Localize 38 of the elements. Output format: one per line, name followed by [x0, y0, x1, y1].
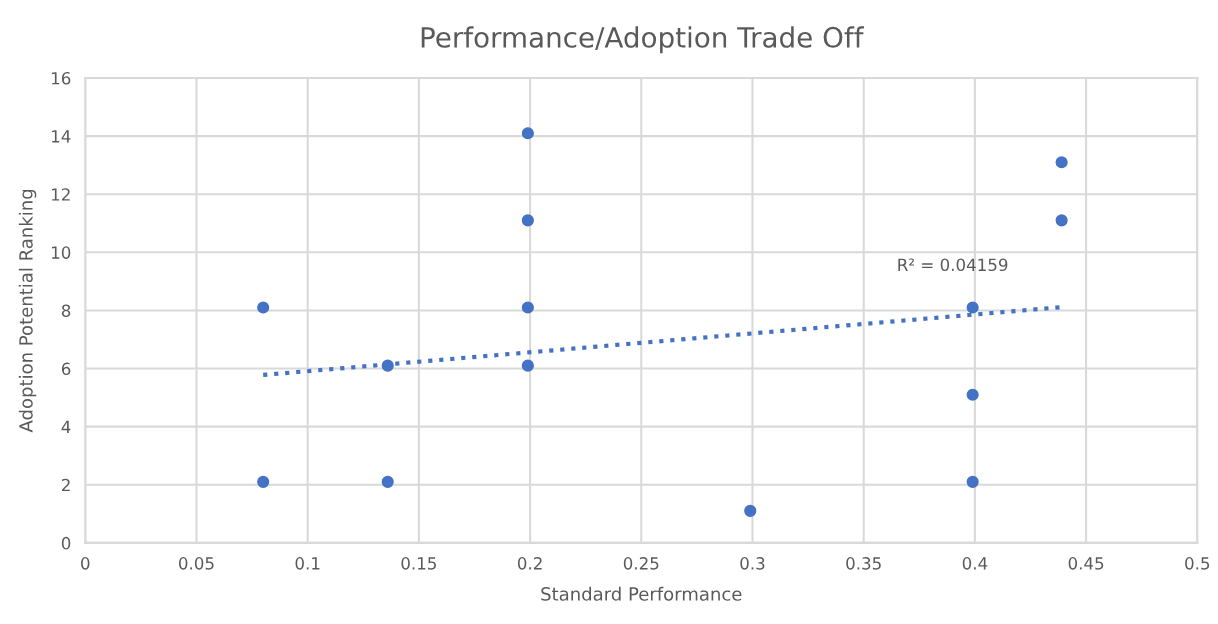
- x-tick-label: 0.1: [295, 557, 320, 570]
- point: [381, 359, 394, 372]
- chart-title: Performance/Adoption Trade Off: [421, 26, 865, 54]
- point: [1055, 156, 1068, 169]
- x-axis-title: Standard Performance: [541, 586, 742, 601]
- y-tick-label: 12: [51, 188, 70, 201]
- y-tick-label: 14: [51, 130, 71, 143]
- point: [966, 388, 979, 401]
- y-tick-label: 10: [51, 246, 71, 259]
- y-tick-label: 16: [51, 71, 71, 85]
- y-axis-title: Adoption Potential Ranking: [18, 189, 37, 433]
- point: [257, 475, 270, 488]
- y-tick-label: 6: [61, 362, 71, 376]
- x-tick-label: 0.45: [1068, 557, 1104, 570]
- x-tick-label: 0.35: [846, 557, 881, 570]
- x-tick-label: 0.25: [623, 557, 659, 570]
- y-tick-label: 0: [61, 536, 71, 550]
- point: [521, 359, 534, 372]
- y-tick-label: 2: [61, 478, 70, 492]
- point: [521, 127, 534, 140]
- point: [966, 301, 979, 314]
- point: [257, 301, 270, 314]
- y-tick-label: 4: [61, 420, 71, 433]
- point: [1055, 214, 1068, 227]
- point: [966, 475, 979, 488]
- annotation: R² = 0.04159: [898, 258, 1008, 272]
- x-tick-label: 0.4: [962, 557, 988, 570]
- x-tick-label: 0.3: [740, 557, 765, 570]
- x-tick-label: 0.15: [401, 557, 436, 570]
- point: [381, 475, 394, 488]
- x-tick-label: 0.05: [179, 557, 214, 570]
- point: [521, 214, 534, 227]
- x-tick-label: 0: [81, 557, 90, 570]
- point: [521, 301, 534, 314]
- y-tick-label: 8: [61, 304, 71, 318]
- x-tick-label: 0.5: [1185, 557, 1210, 570]
- x-tick-label: 0.2: [517, 557, 542, 570]
- point: [744, 504, 757, 517]
